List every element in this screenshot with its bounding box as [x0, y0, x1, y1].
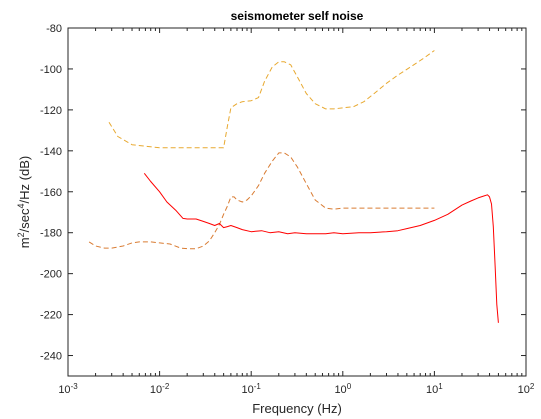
- x-tick-label-exp: -2: [162, 382, 170, 391]
- y-label-base3: /Hz (dB): [17, 156, 32, 204]
- x-tick-label-exp: -3: [71, 382, 79, 391]
- x-tick-label: 101: [426, 382, 443, 397]
- y-tick-label: -80: [46, 23, 62, 35]
- x-tick-label-exp: 2: [530, 382, 535, 391]
- x-tick-label-base: 10: [58, 384, 70, 396]
- x-tick-label-exp: 0: [347, 382, 352, 391]
- series-line-1: [108, 50, 435, 149]
- y-tick-label: -120: [40, 105, 62, 117]
- y-tick-label: -140: [40, 146, 62, 158]
- y-tick-label: -160: [40, 187, 62, 199]
- y-tick-label: -200: [40, 269, 62, 281]
- series-layer: [88, 50, 499, 323]
- series-line-3: [143, 172, 499, 323]
- x-tick-label-base: 10: [334, 384, 346, 396]
- y-tick-label: -240: [40, 351, 62, 363]
- x-tick-label-exp: -1: [254, 382, 262, 391]
- y-label-sup1: 2: [16, 232, 26, 237]
- chart-title: seismometer self noise: [231, 9, 364, 23]
- y-tick-label: -100: [40, 64, 62, 76]
- y-label-sup2: 4: [16, 203, 26, 208]
- x-tick-label-base: 10: [242, 384, 254, 396]
- plot-area: [68, 28, 526, 376]
- x-tick-label: 10-3: [58, 382, 78, 397]
- x-axis-label: Frequency (Hz): [252, 401, 342, 416]
- x-tick-label-base: 10: [426, 384, 438, 396]
- y-tick-label: -180: [40, 228, 62, 240]
- axes-box: [67, 27, 527, 377]
- y-axis-label: m2/sec4/Hz (dB): [16, 156, 32, 248]
- y-label-base1: m: [17, 237, 32, 248]
- x-tick-label-base: 10: [518, 384, 530, 396]
- x-tick-label-base: 10: [150, 384, 162, 396]
- x-tick-label-exp: 1: [438, 382, 443, 391]
- y-label-base2: /sec: [17, 208, 32, 232]
- x-tick-label: 10-2: [150, 382, 170, 397]
- y-tick-label: -220: [40, 310, 62, 322]
- x-tick-label: 10-1: [242, 382, 262, 397]
- x-tick-label: 102: [518, 382, 535, 397]
- x-tick-label: 100: [334, 382, 351, 397]
